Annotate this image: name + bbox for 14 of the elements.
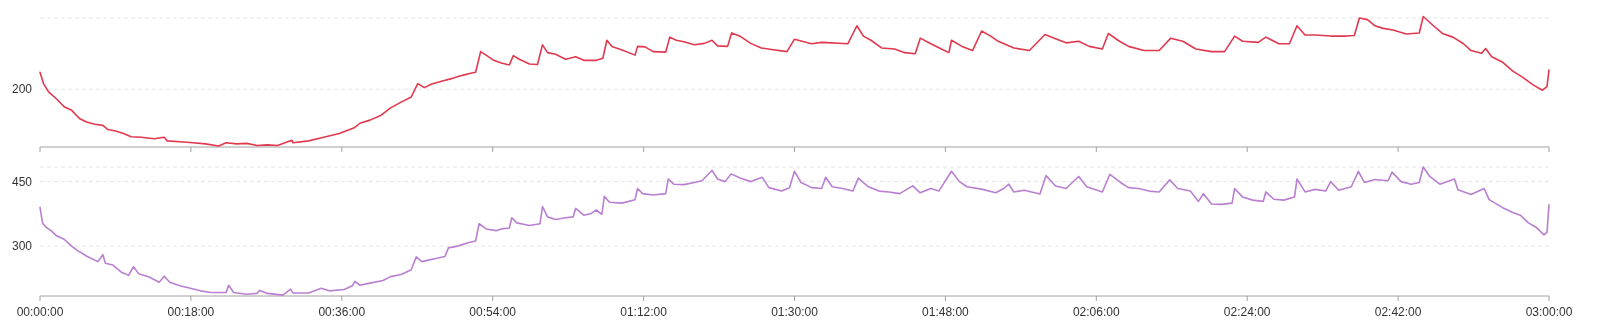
x-tick-label: 00:54:00 <box>469 305 517 319</box>
x-tick-label: 01:30:00 <box>771 305 819 319</box>
x-tick-label: 02:06:00 <box>1072 305 1120 319</box>
x-tick-label: 00:18:00 <box>167 305 215 319</box>
x-tick-label: 00:36:00 <box>318 305 366 319</box>
y-tick-label: 300 <box>11 239 33 254</box>
x-tick-label: 00:00:00 <box>16 305 64 319</box>
x-tick-label: 01:12:00 <box>620 305 668 319</box>
y-tick-label: 450 <box>11 174 33 189</box>
x-tick-label: 01:48:00 <box>922 305 970 319</box>
x-tick-label: 02:42:00 <box>1374 305 1422 319</box>
x-tick-label: 02:24:00 <box>1223 305 1271 319</box>
x-tick-label: 03:00:00 <box>1525 305 1573 319</box>
text: 200 <box>11 82 33 97</box>
